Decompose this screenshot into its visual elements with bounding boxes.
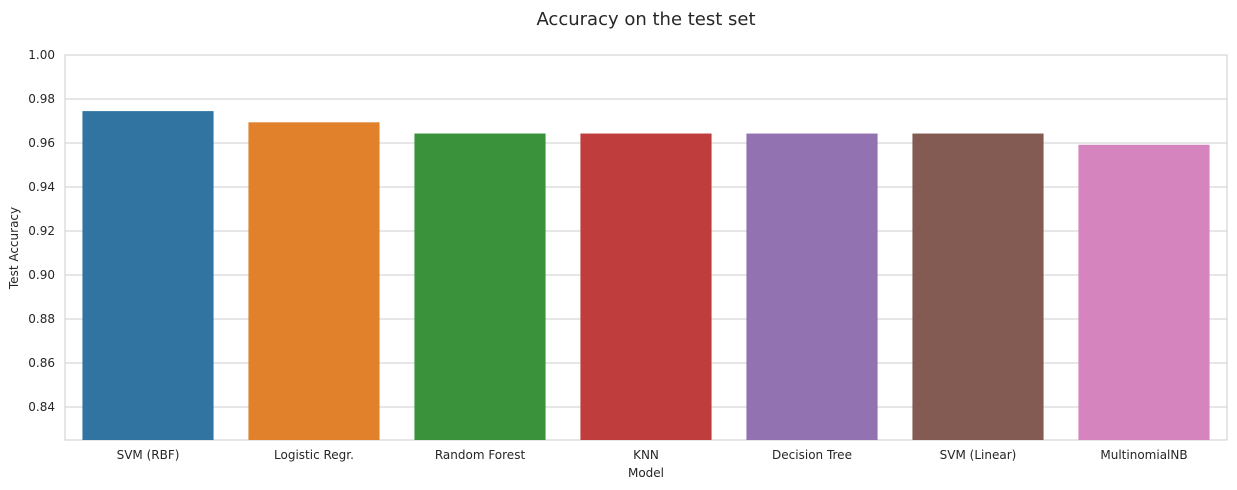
y-tick-label: 0.94	[28, 180, 55, 194]
bar	[248, 122, 380, 440]
y-tick-label: 0.90	[28, 268, 55, 282]
x-tick-label: SVM (RBF)	[117, 448, 180, 462]
bar	[912, 133, 1044, 441]
bar	[414, 133, 546, 441]
y-tick-label: 1.00	[28, 48, 55, 62]
y-tick-label: 0.88	[28, 312, 55, 326]
x-tick-label: KNN	[633, 448, 659, 462]
bar	[1078, 144, 1210, 440]
bar	[580, 133, 712, 441]
y-axis-label: Test Accuracy	[7, 207, 21, 290]
chart-title: Accuracy on the test set	[536, 9, 755, 30]
y-tick-label: 0.98	[28, 92, 55, 106]
x-tick-label: Random Forest	[435, 448, 526, 462]
bar	[746, 133, 878, 441]
x-tick-label: MultinomialNB	[1100, 448, 1187, 462]
y-tick-label: 0.84	[28, 400, 55, 414]
x-tick-labels: SVM (RBF) Logistic Regr. Random Forest KNN D…	[117, 448, 1188, 462]
x-tick-label: Decision Tree	[772, 448, 852, 462]
y-tick-labels: 0.84 0.86 0.88 0.90 0.92 0.94 0.96 0.98 1.00	[28, 48, 55, 414]
bars	[82, 111, 1210, 441]
x-axis-label: Model	[628, 466, 664, 480]
y-tick-label: 0.92	[28, 224, 55, 238]
bar	[82, 111, 214, 440]
x-tick-label: SVM (Linear)	[940, 448, 1017, 462]
y-tick-label: 0.96	[28, 136, 55, 150]
y-tick-label: 0.86	[28, 356, 55, 370]
x-tick-label: Logistic Regr.	[274, 448, 354, 462]
